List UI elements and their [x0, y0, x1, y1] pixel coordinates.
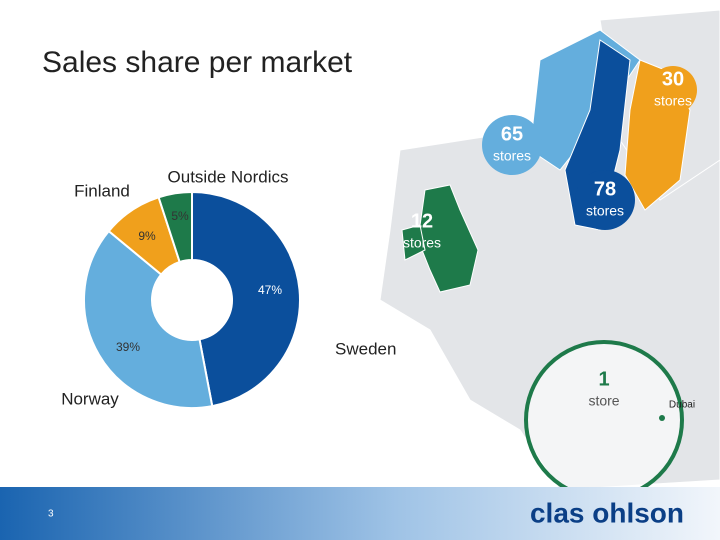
place-label: Dubai — [669, 400, 695, 411]
store-count: 30 — [662, 68, 684, 90]
store-count: 78 — [594, 178, 616, 200]
donut: Sweden 47% Norway 39% Finland 9% Outside Nordi… — [61, 167, 396, 409]
dubai-ring — [524, 340, 684, 500]
value-label: 5% — [171, 209, 189, 223]
store-unit: stores — [586, 203, 624, 219]
donut-slice — [191, 190, 301, 408]
category-label: Outside Nordics — [168, 167, 289, 186]
category-label: Finland — [74, 181, 130, 200]
category-label: Sweden — [335, 339, 396, 358]
value-label: 9% — [138, 229, 156, 243]
donut-slice — [157, 190, 193, 264]
title: Sales share per market — [42, 46, 353, 79]
footer-bar — [0, 487, 720, 540]
store-unit: stores — [654, 93, 692, 109]
store-bubble — [575, 170, 635, 230]
store-count: 1 — [598, 368, 609, 390]
value-label: 39% — [116, 340, 140, 354]
donut-slice — [83, 229, 214, 409]
store-bubble — [649, 66, 697, 114]
store-bubbles: 30 stores 65 stores 78 stores 12 stores 1 store Du… — [403, 66, 697, 411]
store-unit: store — [588, 393, 619, 409]
page-number: 3 — [48, 509, 54, 520]
value-label: 47% — [258, 283, 282, 297]
store-count: 12 — [411, 210, 433, 232]
store-count: 65 — [501, 123, 523, 145]
store-unit: stores — [493, 148, 531, 164]
logo: clas ohlson — [530, 497, 684, 528]
category-label: Norway — [61, 389, 119, 408]
dubai-dot — [659, 415, 665, 421]
store-unit: stores — [403, 235, 441, 251]
store-bubble — [482, 115, 542, 175]
